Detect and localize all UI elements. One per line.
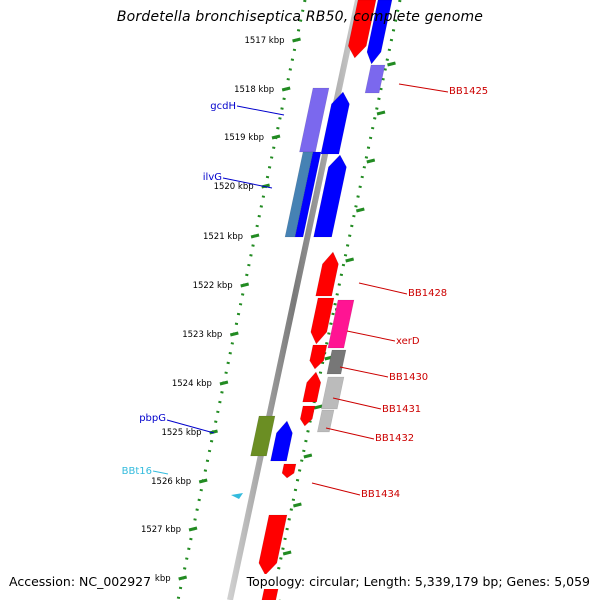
- scale-track-outer-left: [176, 0, 307, 600]
- gene-arrow[interactable]: [0, 154, 349, 238]
- gene-label[interactable]: BB1431: [382, 404, 421, 415]
- gene-label-leader: [358, 282, 408, 295]
- gene-label-leader: [311, 482, 361, 496]
- accession-label: Accession: NC_002927: [7, 574, 154, 589]
- gene-arrow[interactable]: [0, 463, 297, 479]
- gene-arrow[interactable]: [0, 376, 345, 410]
- genome-info-label: Topology: circular; Length: 5,339,179 bp…: [244, 574, 592, 589]
- kbp-tick-right: [366, 158, 376, 164]
- gene-arrow[interactable]: [0, 64, 386, 94]
- gene-label-leader: [339, 366, 389, 378]
- gene-arrow[interactable]: [0, 371, 323, 403]
- kbp-tick-label: 1522 kbp: [193, 281, 233, 291]
- kbp-tick: [229, 331, 239, 337]
- gene-label[interactable]: BB1430: [389, 372, 428, 383]
- gene-arrow[interactable]: [0, 0, 377, 59]
- gene-arrow[interactable]: [0, 251, 341, 297]
- kbp-tick-right: [282, 550, 292, 556]
- gene-arrow[interactable]: [0, 87, 330, 153]
- gene-arrow[interactable]: [0, 514, 288, 576]
- kbp-tick: [250, 233, 260, 239]
- gene-arrow[interactable]: [0, 344, 328, 370]
- gene-label-leader: [222, 177, 273, 189]
- gene-arrow[interactable]: [0, 151, 314, 238]
- kbp-tick-label: 1526 kbp: [151, 477, 191, 487]
- kbp-tick-label: 1523 kbp: [182, 330, 222, 340]
- kbp-tick: [240, 282, 250, 288]
- gene-arrow[interactable]: [0, 0, 393, 65]
- kbp-tick-label: 1518 kbp: [234, 85, 274, 95]
- gene-arrow[interactable]: [0, 405, 316, 427]
- gene-arrow[interactable]: [0, 297, 335, 345]
- kbp-tick: [219, 380, 229, 386]
- gene-label[interactable]: BB1432: [375, 433, 414, 444]
- kbp-tick: [271, 134, 281, 140]
- gene-label-leader: [166, 419, 215, 434]
- gene-arrow[interactable]: [0, 299, 355, 349]
- kbp-tick: [178, 575, 188, 581]
- scale-track-outer-right: [270, 0, 402, 600]
- gene-label[interactable]: BB1425: [449, 86, 488, 97]
- kbp-tick-label: 1520 kbp: [214, 182, 254, 192]
- gene-label[interactable]: xerD: [396, 336, 420, 347]
- kbp-tick-label: 1519 kbp: [224, 133, 264, 143]
- kbp-tick-right: [355, 207, 365, 213]
- gene-label-leader: [325, 427, 375, 440]
- kbp-tick-label: 1527 kbp: [141, 525, 181, 535]
- kbp-tick: [188, 526, 198, 532]
- gene-arrow[interactable]: [0, 420, 295, 462]
- kbp-tick-right: [376, 110, 386, 116]
- gene-label-leader: [398, 83, 449, 93]
- kbp-tick-right: [313, 404, 323, 410]
- gene-arrow[interactable]: [0, 349, 347, 375]
- kbp-tick: [281, 86, 291, 92]
- gene-arrow[interactable]: [0, 415, 276, 457]
- gene-label-leader: [152, 470, 169, 475]
- gene-label[interactable]: pbpG: [139, 413, 166, 424]
- kbp-tick-right: [293, 502, 302, 508]
- kbp-tick-right: [303, 453, 313, 459]
- gene-label[interactable]: ilvG: [203, 172, 222, 183]
- gene-label[interactable]: BB1428: [408, 288, 447, 299]
- gene-label[interactable]: BBt16: [122, 466, 152, 477]
- gene-arrow[interactable]: [0, 91, 352, 155]
- trna-marker[interactable]: [231, 493, 243, 499]
- kbp-tick-label: 1517 kbp: [244, 36, 284, 46]
- gene-arrow[interactable]: [0, 409, 335, 433]
- gene-label[interactable]: BB1434: [361, 489, 400, 500]
- kbp-tick-label: 1525 kbp: [161, 428, 201, 438]
- gene-label-leader: [236, 105, 285, 116]
- gene-label-leader: [346, 330, 396, 342]
- kbp-tick-right: [345, 257, 355, 263]
- kbp-tick-right: [387, 61, 396, 67]
- kbp-tick: [292, 37, 301, 43]
- kbp-tick: [261, 183, 270, 189]
- gene-label[interactable]: gcdH: [210, 101, 236, 112]
- kbp-tick: [209, 429, 218, 435]
- gene-arrow[interactable]: [0, 151, 322, 238]
- kbp-tick-label: 1524 kbp: [172, 379, 212, 389]
- kbp-tick: [198, 478, 208, 484]
- kbp-tick-label: 1521 kbp: [203, 232, 243, 242]
- page-title: Bordetella bronchiseptica RB50, complete…: [116, 9, 484, 25]
- gene-label-leader: [332, 397, 382, 410]
